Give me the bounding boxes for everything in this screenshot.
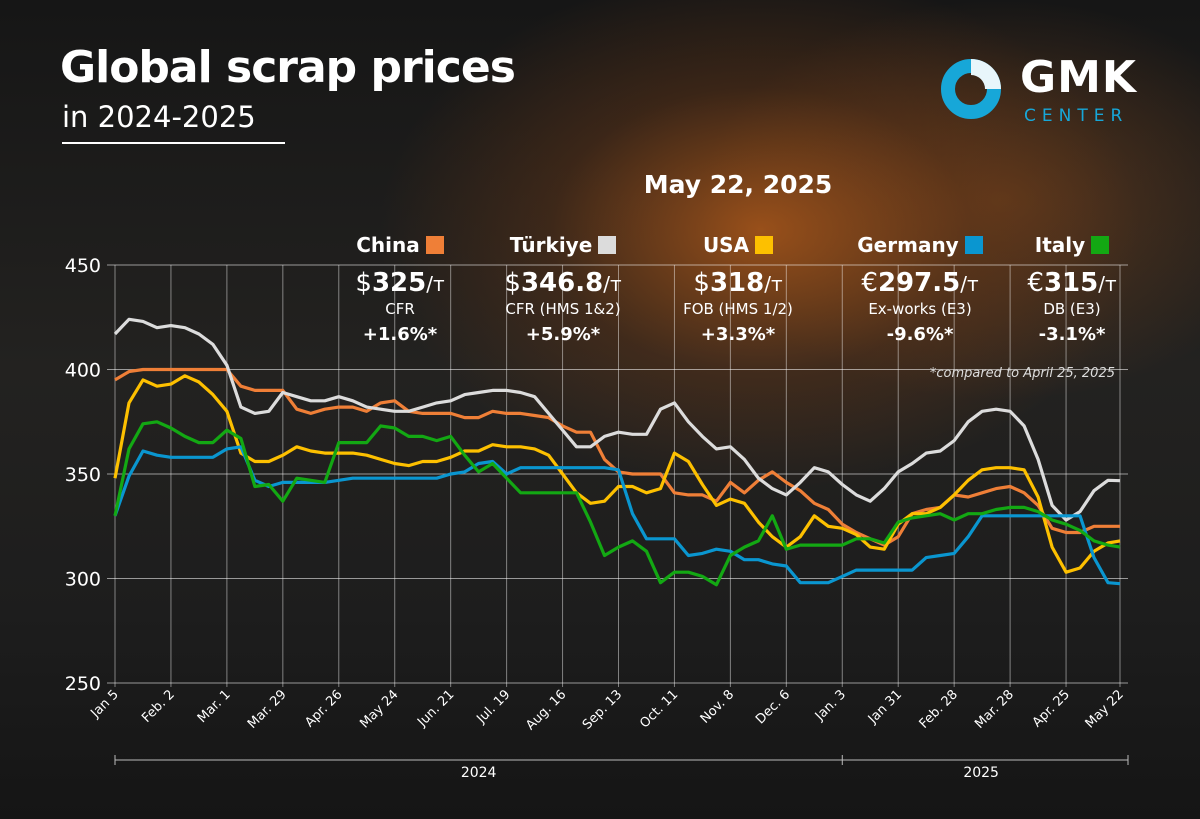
- currency: $: [355, 268, 372, 298]
- title-underline: [62, 142, 285, 144]
- color-swatch: [964, 236, 983, 254]
- price-value: 318: [709, 268, 765, 298]
- price: €297.5/т: [830, 268, 1010, 300]
- price: $318/т: [648, 268, 828, 300]
- x-tick-label: Apr. 25: [1030, 687, 1073, 730]
- country-name: Türkiye: [509, 233, 593, 257]
- series-line-trkiye: [113, 317, 1121, 522]
- legend-item-china: China $325/т CFR +1.6%*: [310, 232, 490, 345]
- page-subtitle: in 2024-2025: [62, 100, 256, 134]
- price-value: 297.5: [877, 268, 961, 298]
- price-unit: /т: [426, 272, 445, 296]
- y-tick-label: 400: [65, 360, 101, 382]
- price-change: +5.9%*: [525, 324, 601, 345]
- x-tick-label: Jun. 21: [414, 687, 457, 730]
- logo-subtext: CENTER: [1024, 106, 1129, 126]
- price-value: 325: [371, 268, 427, 298]
- x-tick-label: Mar. 1: [195, 687, 234, 726]
- y-tick-label: 350: [65, 464, 101, 486]
- x-tick-label: Jan. 3: [812, 687, 849, 724]
- x-tick-label: Dec. 6: [753, 687, 793, 727]
- color-swatch: [598, 236, 617, 254]
- x-tick-label: Aug. 16: [523, 687, 569, 733]
- year-label: 2024: [461, 765, 497, 781]
- year-label: 2025: [963, 765, 999, 781]
- price-unit: /т: [1098, 272, 1117, 296]
- legend-item-germany: Germany €297.5/т Ex-works (E3) -9.6%*: [830, 232, 1010, 345]
- country-name: Germany: [857, 233, 959, 257]
- price-basis: CFR (HMS 1&2): [505, 300, 621, 318]
- color-swatch: [1091, 236, 1110, 254]
- x-tick-label: Jan 31: [865, 687, 905, 727]
- price: $325/т: [310, 268, 490, 300]
- currency: $: [693, 268, 710, 298]
- country-name: China: [356, 233, 420, 257]
- x-tick-label: Oct. 11: [637, 687, 681, 731]
- currency: €: [1027, 268, 1044, 298]
- price-value: 346.8: [520, 268, 604, 298]
- price-change: +1.6%*: [362, 324, 438, 345]
- series-line-italy: [113, 420, 1121, 587]
- x-tick-label: Feb. 2: [139, 687, 178, 726]
- price-unit: /т: [960, 272, 979, 296]
- price-value: 315: [1043, 268, 1099, 298]
- currency: $: [504, 268, 521, 298]
- report-date: May 22, 2025: [643, 170, 833, 199]
- price-change: -9.6%*: [886, 324, 954, 345]
- price: €315/т: [982, 268, 1162, 300]
- x-tick-label: Feb. 28: [917, 687, 961, 731]
- price-basis: FOB (HMS 1/2): [683, 300, 793, 318]
- color-swatch: [755, 236, 774, 254]
- series-line-germany: [113, 445, 1121, 586]
- price-basis: Ex-works (E3): [868, 300, 972, 318]
- gmk-logo-icon: [941, 59, 1001, 119]
- x-tick-label: Mar. 28: [972, 687, 1017, 732]
- legend-item-trkiye: Türkiye $346.8/т CFR (HMS 1&2) +5.9%*: [473, 232, 653, 345]
- price-change: +3.3%*: [700, 324, 776, 345]
- series-line-china: [114, 367, 1120, 547]
- price-unit: /т: [603, 272, 622, 296]
- page-title: Global scrap prices: [60, 42, 516, 93]
- color-swatch: [425, 236, 444, 254]
- x-tick-label: May 22: [1083, 687, 1127, 731]
- x-tick-label: Sep. 13: [580, 687, 625, 732]
- legend-item-usa: USA $318/т FOB (HMS 1/2) +3.3%*: [648, 232, 828, 345]
- country-name: USA: [702, 233, 750, 257]
- logo-text: GMK: [1020, 52, 1137, 103]
- price: $346.8/т: [473, 268, 653, 300]
- price-basis: CFR: [385, 300, 415, 318]
- currency: €: [861, 268, 878, 298]
- price-unit: /т: [764, 272, 783, 296]
- x-tick-label: Nov. 8: [698, 687, 738, 727]
- y-tick-label: 450: [65, 255, 101, 277]
- country-name: Italy: [1034, 233, 1086, 257]
- series-line-usa: [113, 374, 1121, 574]
- price-change: -3.1%*: [1038, 324, 1106, 345]
- y-tick-label: 250: [65, 673, 101, 695]
- x-tick-label: Apr. 26: [302, 687, 345, 730]
- price-basis: DB (E3): [1043, 300, 1101, 318]
- y-tick-label: 300: [65, 569, 101, 591]
- footnote: *compared to April 25, 2025: [929, 366, 1115, 381]
- x-tick-label: May 24: [357, 687, 401, 731]
- x-tick-label: Jul. 19: [473, 687, 513, 727]
- legend-item-italy: Italy €315/т DB (E3) -3.1%*: [982, 232, 1162, 345]
- x-tick-label: Mar. 29: [245, 687, 290, 732]
